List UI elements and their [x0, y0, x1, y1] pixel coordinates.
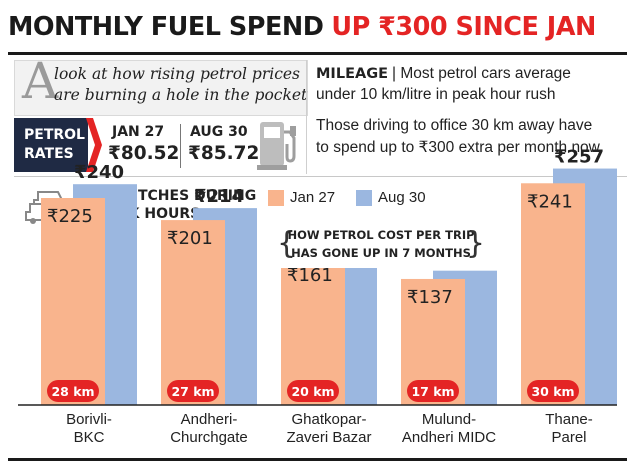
- data-label-jan-0: ₹225: [47, 206, 93, 227]
- rates-divider: [180, 124, 181, 168]
- distance-badge-2: [287, 380, 339, 402]
- rates-tag-line-2: RATES: [24, 146, 74, 162]
- rate-date-jan: JAN 27: [112, 124, 165, 140]
- intro-line-2: are burning a hole in the pocket: [54, 86, 308, 104]
- data-label-aug-1: ₹214: [194, 186, 244, 207]
- mileage-label: MILEAGE: [316, 66, 388, 82]
- intro-line-1: look at how rising petrol prices: [54, 65, 301, 83]
- data-label-jan-1: ₹201: [167, 228, 213, 249]
- cost-note-line-2: HAS GONE UP IN 7 MONTHS: [291, 246, 471, 260]
- mileage-line-2: under 10 km/litre in peak hour rush: [316, 86, 556, 103]
- rate-date-aug: AUG 30: [190, 124, 248, 140]
- headline: MONTHLY FUEL SPEND UP ₹300 SINCE JAN: [8, 2, 627, 52]
- distance-badge-0: [47, 380, 99, 402]
- bar-jan-0: [41, 198, 105, 405]
- mileage-line-3: Those driving to office 30 km away have: [316, 117, 593, 134]
- legend-swatch-aug: [356, 190, 372, 206]
- legend-swatch-jan: [268, 190, 284, 206]
- data-label-aug-4: ₹257: [554, 147, 604, 168]
- category-label-1-0: Andheri-: [181, 411, 238, 428]
- stretches-line-1: STRETCHES DURING: [98, 188, 257, 204]
- bottom-rule: [8, 458, 627, 461]
- category-label-4-1: Parel: [551, 429, 586, 446]
- category-label-4-0: Thane-: [545, 411, 593, 428]
- category-label-0-1: BKC: [74, 429, 105, 446]
- fuel-pump-icon: [257, 122, 296, 170]
- distance-badge-3: [407, 380, 459, 402]
- category-label-2-0: Ghatkopar-: [291, 411, 366, 428]
- category-label-1-1: Churchgate: [170, 429, 248, 446]
- cost-note-brace-right: }: [465, 226, 485, 261]
- cost-note-brace-left: {: [277, 226, 297, 261]
- rates-chevron-icon: [86, 118, 102, 172]
- data-label-jan-4: ₹241: [527, 191, 573, 212]
- mileage-line-1: | Most petrol cars average: [392, 65, 571, 82]
- headline-main: MONTHLY FUEL SPEND: [8, 12, 324, 42]
- section-rule: [14, 176, 627, 177]
- cost-note-line-1: HOW PETROL COST PER TRIP: [287, 228, 475, 242]
- mileage-line-4: to spend up to ₹300 extra per month now: [316, 139, 600, 156]
- legend-label-aug: Aug 30: [378, 189, 426, 206]
- intro-box: [14, 60, 308, 116]
- rate-value-jan: ₹80.52: [108, 143, 180, 164]
- cost-note: { HOW PETROL COST PER TRIP HAS GONE UP I…: [277, 222, 485, 268]
- category-label-3-0: Mulund-: [422, 411, 476, 428]
- data-label-jan-2: ₹161: [287, 265, 333, 286]
- rates-tag-line-1: PETROL: [24, 127, 85, 143]
- bar-jan-4: [521, 183, 585, 405]
- distance-label-2: 20 km: [291, 384, 334, 399]
- rates-tag: PETROL RATES: [14, 118, 88, 172]
- data-label-aug-0: ₹240: [74, 162, 124, 183]
- data-label-jan-3: ₹137: [407, 287, 453, 308]
- distance-badge-4: [527, 380, 579, 402]
- legend-label-jan: Jan 27: [290, 189, 336, 206]
- headline-rule: [8, 52, 627, 55]
- category-label-3-1: Andheri MIDC: [402, 429, 496, 446]
- headline-accent: UP ₹300 SINCE JAN: [331, 12, 596, 42]
- distance-label-1: 27 km: [171, 384, 214, 399]
- intro-dropcap: A: [22, 52, 59, 110]
- distance-label-3: 17 km: [411, 384, 454, 399]
- rate-value-aug: ₹85.72: [188, 143, 260, 164]
- distance-badge-1: [167, 380, 219, 402]
- bar-jan-1: [161, 220, 225, 405]
- distance-label-0: 28 km: [51, 384, 94, 399]
- category-label-0-0: Borivli-: [66, 411, 112, 428]
- distance-label-4: 30 km: [531, 384, 574, 399]
- category-label-2-1: Zaveri Bazar: [286, 429, 371, 446]
- column-divider: [306, 60, 307, 174]
